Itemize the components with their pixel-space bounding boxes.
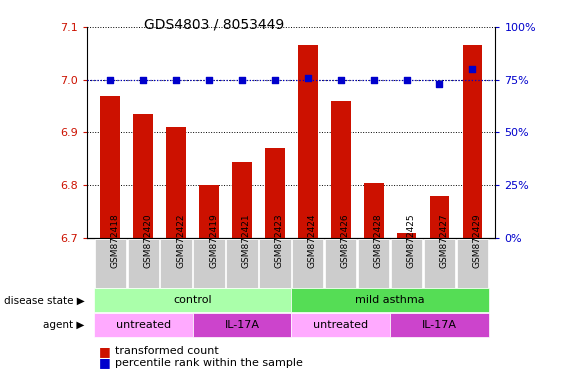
Text: control: control xyxy=(173,295,212,306)
Bar xyxy=(457,238,488,288)
Point xyxy=(138,76,148,83)
Bar xyxy=(194,238,225,288)
Bar xyxy=(199,185,219,238)
Point xyxy=(270,76,279,83)
Point xyxy=(238,76,247,83)
Point xyxy=(204,76,213,83)
Text: percentile rank within the sample: percentile rank within the sample xyxy=(115,358,303,368)
Text: GSM872426: GSM872426 xyxy=(341,213,350,268)
Bar xyxy=(100,96,120,238)
Point xyxy=(468,66,477,72)
Point xyxy=(336,76,345,83)
Bar xyxy=(128,238,159,288)
Point xyxy=(369,76,378,83)
Bar xyxy=(166,127,186,238)
Point xyxy=(435,81,444,87)
Text: agent ▶: agent ▶ xyxy=(43,320,84,331)
Bar xyxy=(133,114,153,238)
Text: GSM872424: GSM872424 xyxy=(308,214,317,268)
Point xyxy=(303,74,312,81)
Bar xyxy=(292,288,489,313)
Bar xyxy=(424,238,455,288)
Bar xyxy=(298,45,318,238)
Bar xyxy=(430,196,449,238)
Text: GSM872421: GSM872421 xyxy=(242,213,251,268)
Text: untreated: untreated xyxy=(313,320,368,331)
Text: disease state ▶: disease state ▶ xyxy=(4,295,84,306)
Text: GSM872418: GSM872418 xyxy=(110,213,119,268)
Bar xyxy=(463,45,482,238)
Text: ■: ■ xyxy=(99,345,110,358)
Bar xyxy=(325,238,356,288)
Text: IL-17A: IL-17A xyxy=(225,320,260,331)
Bar xyxy=(226,238,258,288)
Bar xyxy=(390,313,489,338)
Bar xyxy=(331,101,351,238)
Text: GSM872423: GSM872423 xyxy=(275,213,284,268)
Text: ■: ■ xyxy=(99,356,110,369)
Text: GSM872419: GSM872419 xyxy=(209,213,218,268)
Bar xyxy=(232,162,252,238)
Bar xyxy=(95,238,126,288)
Text: GDS4803 / 8053449: GDS4803 / 8053449 xyxy=(144,17,284,31)
Text: GSM872427: GSM872427 xyxy=(440,213,449,268)
Bar xyxy=(397,233,417,238)
Bar xyxy=(160,238,192,288)
Point xyxy=(172,76,181,83)
Text: IL-17A: IL-17A xyxy=(422,320,457,331)
Bar xyxy=(292,313,390,338)
Text: GSM872425: GSM872425 xyxy=(406,213,415,268)
Point xyxy=(402,76,411,83)
Bar xyxy=(259,238,291,288)
Bar xyxy=(364,183,383,238)
Text: mild asthma: mild asthma xyxy=(355,295,425,306)
Bar xyxy=(94,313,193,338)
Point xyxy=(106,76,115,83)
Text: GSM872422: GSM872422 xyxy=(176,214,185,268)
Text: GSM872420: GSM872420 xyxy=(143,213,152,268)
Text: untreated: untreated xyxy=(115,320,171,331)
Bar xyxy=(265,148,285,238)
Bar xyxy=(193,313,292,338)
Bar xyxy=(391,238,422,288)
Bar xyxy=(358,238,389,288)
Bar xyxy=(292,238,324,288)
Text: GSM872428: GSM872428 xyxy=(374,213,383,268)
Text: transformed count: transformed count xyxy=(115,346,219,356)
Bar xyxy=(94,288,292,313)
Text: GSM872429: GSM872429 xyxy=(472,213,481,268)
